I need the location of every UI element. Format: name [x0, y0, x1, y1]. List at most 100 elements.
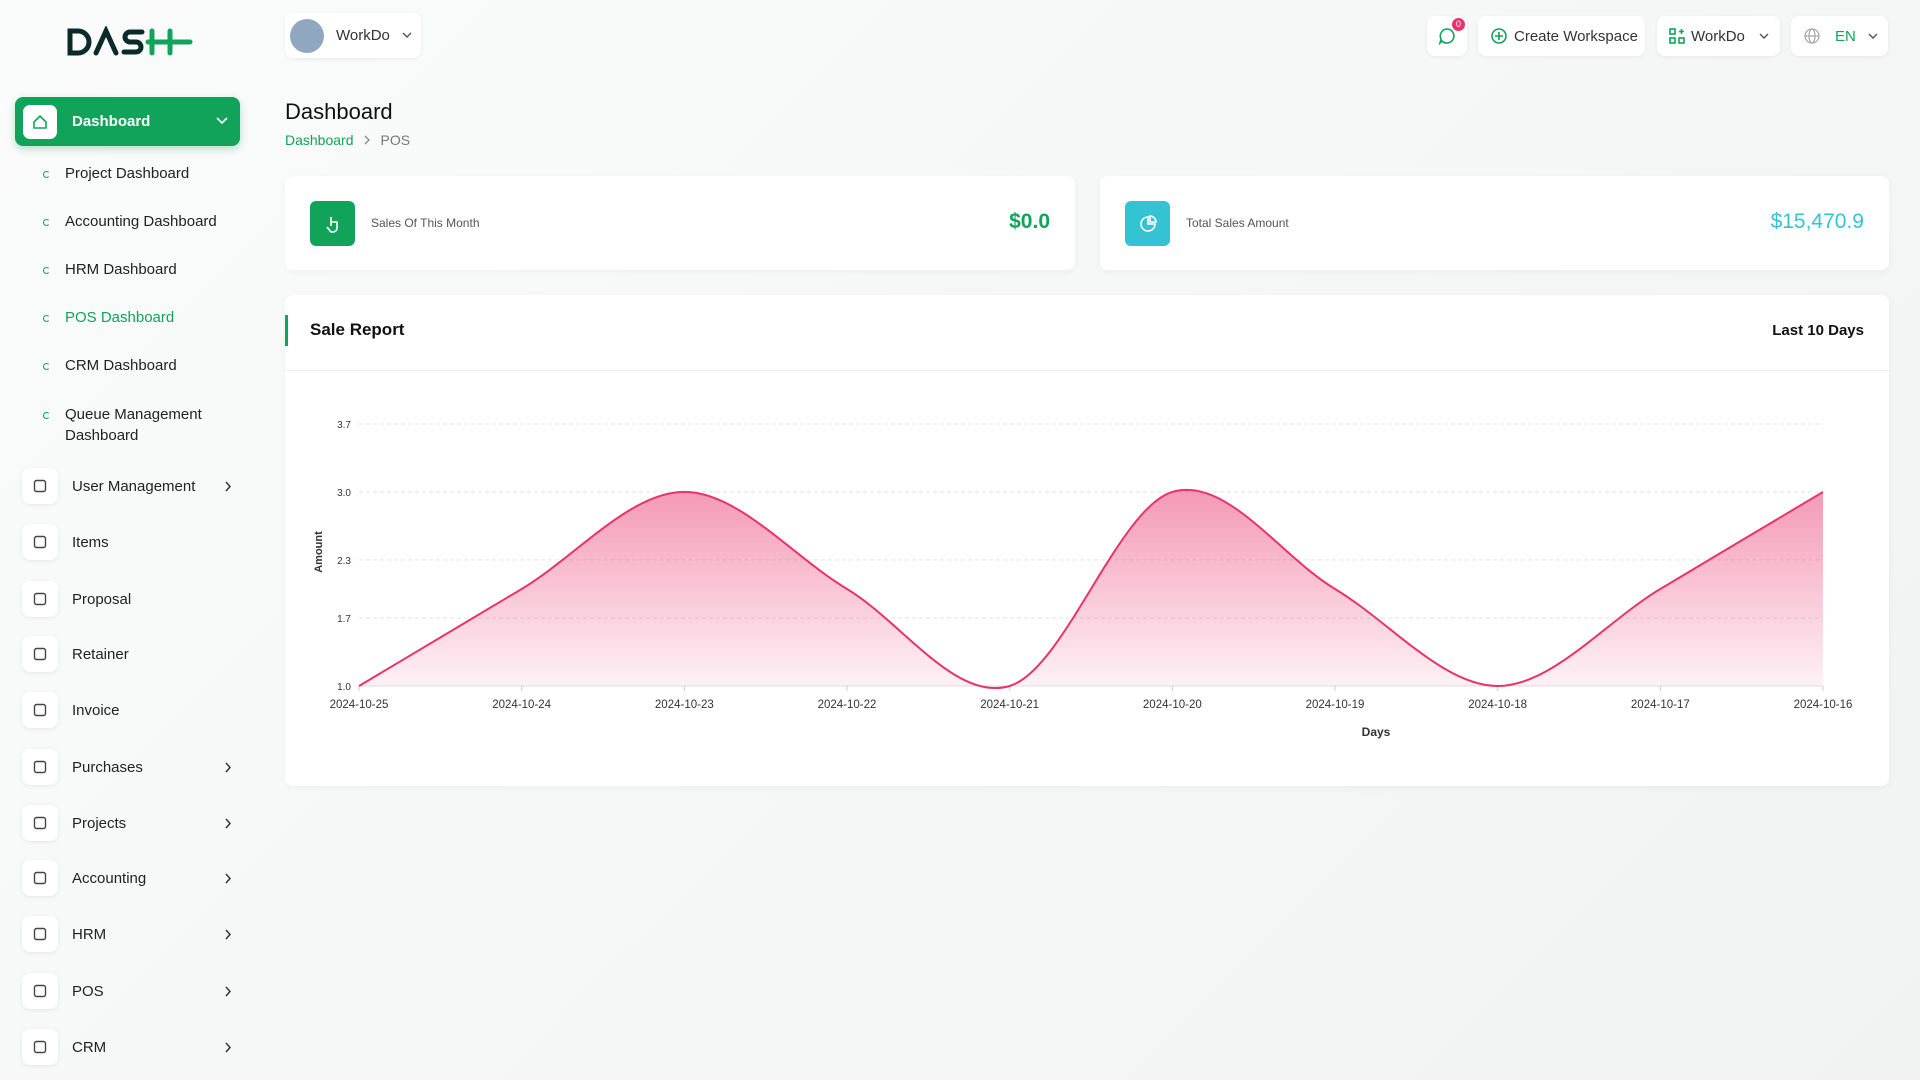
menu-item[interactable]: Retainer	[22, 633, 232, 675]
stat-value: $0.0	[1009, 210, 1050, 233]
menu-label: HRM	[72, 925, 107, 943]
x-tick-label: 2024-10-25	[330, 699, 389, 711]
message-icon	[1438, 28, 1455, 45]
menu-icon	[22, 916, 58, 952]
breadcrumb-link[interactable]: Dashboard	[285, 132, 354, 148]
menu-glyph	[33, 647, 47, 661]
user-name: WorkDo	[1691, 27, 1745, 45]
button-label: Create Workspace	[1514, 27, 1638, 45]
bullet	[43, 267, 50, 274]
menu-icon	[22, 468, 58, 504]
menu-glyph	[33, 984, 47, 998]
chevron	[225, 871, 232, 888]
submenu-item[interactable]: Accounting Dashboard	[43, 211, 235, 232]
menu-item[interactable]: Purchases	[22, 746, 232, 788]
bullet	[43, 363, 50, 370]
x-tick-label: 2024-10-22	[818, 699, 877, 711]
menu-item[interactable]: HRM	[22, 913, 232, 955]
chart-period[interactable]: Last 10 Days	[1772, 322, 1864, 339]
bullet	[43, 315, 50, 322]
breadcrumb: Dashboard POS	[285, 132, 410, 148]
stat-label: Sales Of This Month	[371, 216, 480, 230]
menu-item[interactable]: Projects	[22, 802, 232, 844]
menu-item[interactable]: Accounting	[22, 857, 232, 899]
workspace-avatar	[290, 18, 324, 53]
menu-glyph	[33, 871, 47, 885]
y-axis-title: Amount	[313, 531, 325, 573]
messages-button[interactable]: 0	[1427, 16, 1467, 56]
menu-label: CRM	[72, 1038, 107, 1056]
menu-icon	[22, 692, 58, 728]
menu-label: POS	[72, 982, 104, 1000]
menu-icon	[22, 973, 58, 1009]
chevron	[225, 479, 232, 496]
menu-glyph	[33, 927, 47, 941]
x-tick-label: 2024-10-21	[980, 699, 1039, 711]
bullet	[43, 219, 50, 226]
bullet	[43, 171, 50, 178]
language: EN	[1835, 27, 1856, 45]
menu-icon	[22, 1029, 58, 1065]
x-tick-label: 2024-10-24	[492, 699, 551, 711]
chevron	[1868, 33, 1878, 39]
chevron	[225, 927, 232, 944]
submenu-label: CRM Dashboard	[65, 357, 177, 374]
apps-icon	[1669, 28, 1685, 44]
menu-icon	[22, 636, 58, 672]
notification-badge: 0	[1452, 18, 1465, 31]
divider	[285, 370, 1889, 371]
language-selector[interactable]: EN	[1791, 16, 1888, 56]
chevron	[402, 32, 412, 38]
submenu-item[interactable]: HRM Dashboard	[43, 259, 235, 280]
pie-icon	[1139, 214, 1157, 232]
chevron	[225, 816, 232, 833]
menu-item[interactable]: Invoice	[22, 689, 232, 731]
menu-label: Purchases	[72, 758, 143, 776]
chart-title: Sale Report	[310, 320, 405, 339]
x-tick-label: 2024-10-19	[1306, 699, 1365, 711]
bullet	[43, 412, 50, 419]
submenu-label: Accounting Dashboard	[65, 213, 217, 230]
menu-item[interactable]: CRM	[22, 1026, 232, 1068]
menu-item[interactable]: User Management	[22, 465, 232, 507]
menu-item[interactable]: Items	[22, 521, 232, 563]
stat-icon	[1125, 201, 1170, 246]
dashboard-menu[interactable]: Dashboard	[15, 97, 240, 146]
menu-icon	[22, 860, 58, 896]
stat-icon	[310, 201, 355, 246]
menu-item[interactable]: POS	[22, 970, 232, 1012]
menu-glyph	[33, 592, 47, 606]
logo	[67, 26, 193, 56]
menu-label: User Management	[72, 477, 196, 495]
x-tick-label: 2024-10-17	[1631, 699, 1690, 711]
breadcrumb-current: POS	[380, 132, 411, 148]
submenu-item[interactable]: CRM Dashboard	[43, 355, 235, 376]
user-menu[interactable]: WorkDo	[1657, 16, 1780, 56]
menu-glyph	[33, 1040, 47, 1054]
submenu-item[interactable]: Project Dashboard	[43, 163, 235, 184]
y-tick-label: 1.7	[337, 614, 351, 625]
chart: Days Amount 1.0 1.7 2.3 3.0 3.7 2024-10-25 202…	[313, 420, 1852, 739]
menu-label: Accounting	[72, 869, 147, 887]
create-workspace-button[interactable]: Create Workspace	[1478, 16, 1645, 56]
chart-card: Sale Report Last 10 Days	[285, 295, 1889, 786]
submenu-label: POS Dashboard	[65, 309, 175, 326]
stat-value: $15,470.9	[1770, 210, 1864, 233]
menu-icon	[22, 805, 58, 841]
menu-icon	[22, 581, 58, 617]
menu-label: Projects	[72, 814, 127, 832]
menu-item[interactable]: Proposal	[22, 578, 232, 620]
y-tick-label: 2.3	[337, 556, 351, 567]
chevron	[225, 760, 232, 777]
chevron-glyph	[225, 986, 232, 997]
menu-glyph	[33, 816, 47, 830]
y-tick-label: 3.0	[337, 488, 351, 499]
stat-card: Sales Of This Month $0.0	[285, 176, 1075, 270]
submenu-item[interactable]: POS Dashboard	[43, 307, 235, 328]
menu-glyph	[33, 479, 47, 493]
chevron	[216, 117, 228, 125]
submenu-item[interactable]: Queue Management Dashboard	[43, 404, 235, 446]
workspace-selector[interactable]: WorkDo	[285, 13, 421, 58]
